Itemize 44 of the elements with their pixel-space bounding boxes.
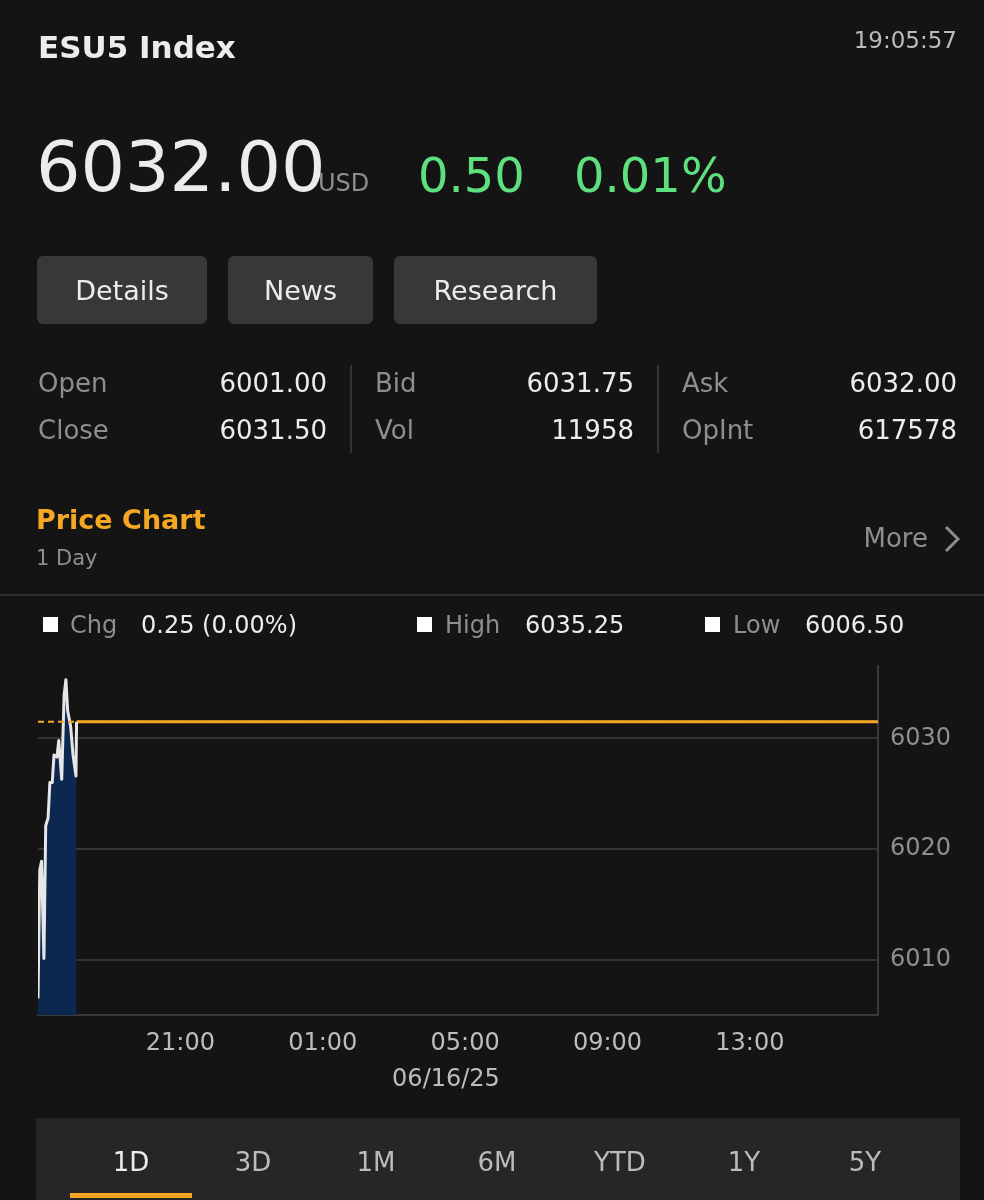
text: 1D bbox=[112, 1147, 150, 1177]
text: Details bbox=[75, 274, 169, 306]
text: 0.50 bbox=[418, 147, 525, 203]
text: 19:05:57 bbox=[853, 26, 957, 53]
text: 6001.00 bbox=[219, 368, 327, 398]
text: Low bbox=[733, 611, 781, 639]
text: Bid bbox=[375, 368, 417, 398]
text: 5Y bbox=[848, 1147, 882, 1177]
text: High bbox=[445, 611, 501, 639]
chart-subtitle: Price Chart bbox=[36, 503, 206, 535]
text: 0.01% bbox=[574, 147, 727, 203]
text: 3D bbox=[234, 1147, 272, 1177]
chart-title: ESU5 Index bbox=[38, 28, 236, 65]
text: 6032.00 bbox=[849, 368, 957, 398]
text: 1M bbox=[356, 1147, 396, 1177]
text: 06/16/25 bbox=[392, 1064, 500, 1092]
text: 0.25 (0.00%) bbox=[141, 611, 298, 639]
x-tick-label: 09:00 bbox=[572, 1027, 643, 1056]
text: Vol bbox=[375, 415, 414, 445]
y-tick-label: 6010 bbox=[890, 943, 952, 972]
text: Ask bbox=[682, 368, 729, 398]
text: More bbox=[863, 523, 928, 553]
x-tick-label: 21:00 bbox=[145, 1027, 215, 1056]
text: YTD bbox=[594, 1147, 646, 1177]
x-tick-label: 01:00 bbox=[288, 1027, 358, 1056]
text: 617578 bbox=[857, 415, 957, 445]
y-tick-label: 6020 bbox=[890, 833, 952, 862]
x-tick-label: 13:00 bbox=[715, 1027, 785, 1056]
x-tick-label: 05:00 bbox=[430, 1027, 500, 1056]
text: News bbox=[264, 274, 337, 306]
text: 1Y bbox=[727, 1147, 761, 1177]
text: 6031.75 bbox=[526, 368, 634, 398]
text: 11958 bbox=[551, 415, 634, 445]
text: OpInt bbox=[682, 415, 754, 445]
text: 1 Day bbox=[36, 545, 98, 570]
text: Chg bbox=[70, 611, 118, 639]
text: 6006.50 bbox=[805, 611, 905, 639]
text: 6M bbox=[477, 1147, 517, 1177]
text: Research bbox=[433, 274, 558, 306]
text: Close bbox=[38, 415, 109, 445]
text: 6035.25 bbox=[525, 611, 625, 639]
y-tick-label: 6030 bbox=[890, 722, 952, 751]
text: 6031.50 bbox=[219, 415, 327, 445]
text: Open bbox=[38, 368, 108, 398]
